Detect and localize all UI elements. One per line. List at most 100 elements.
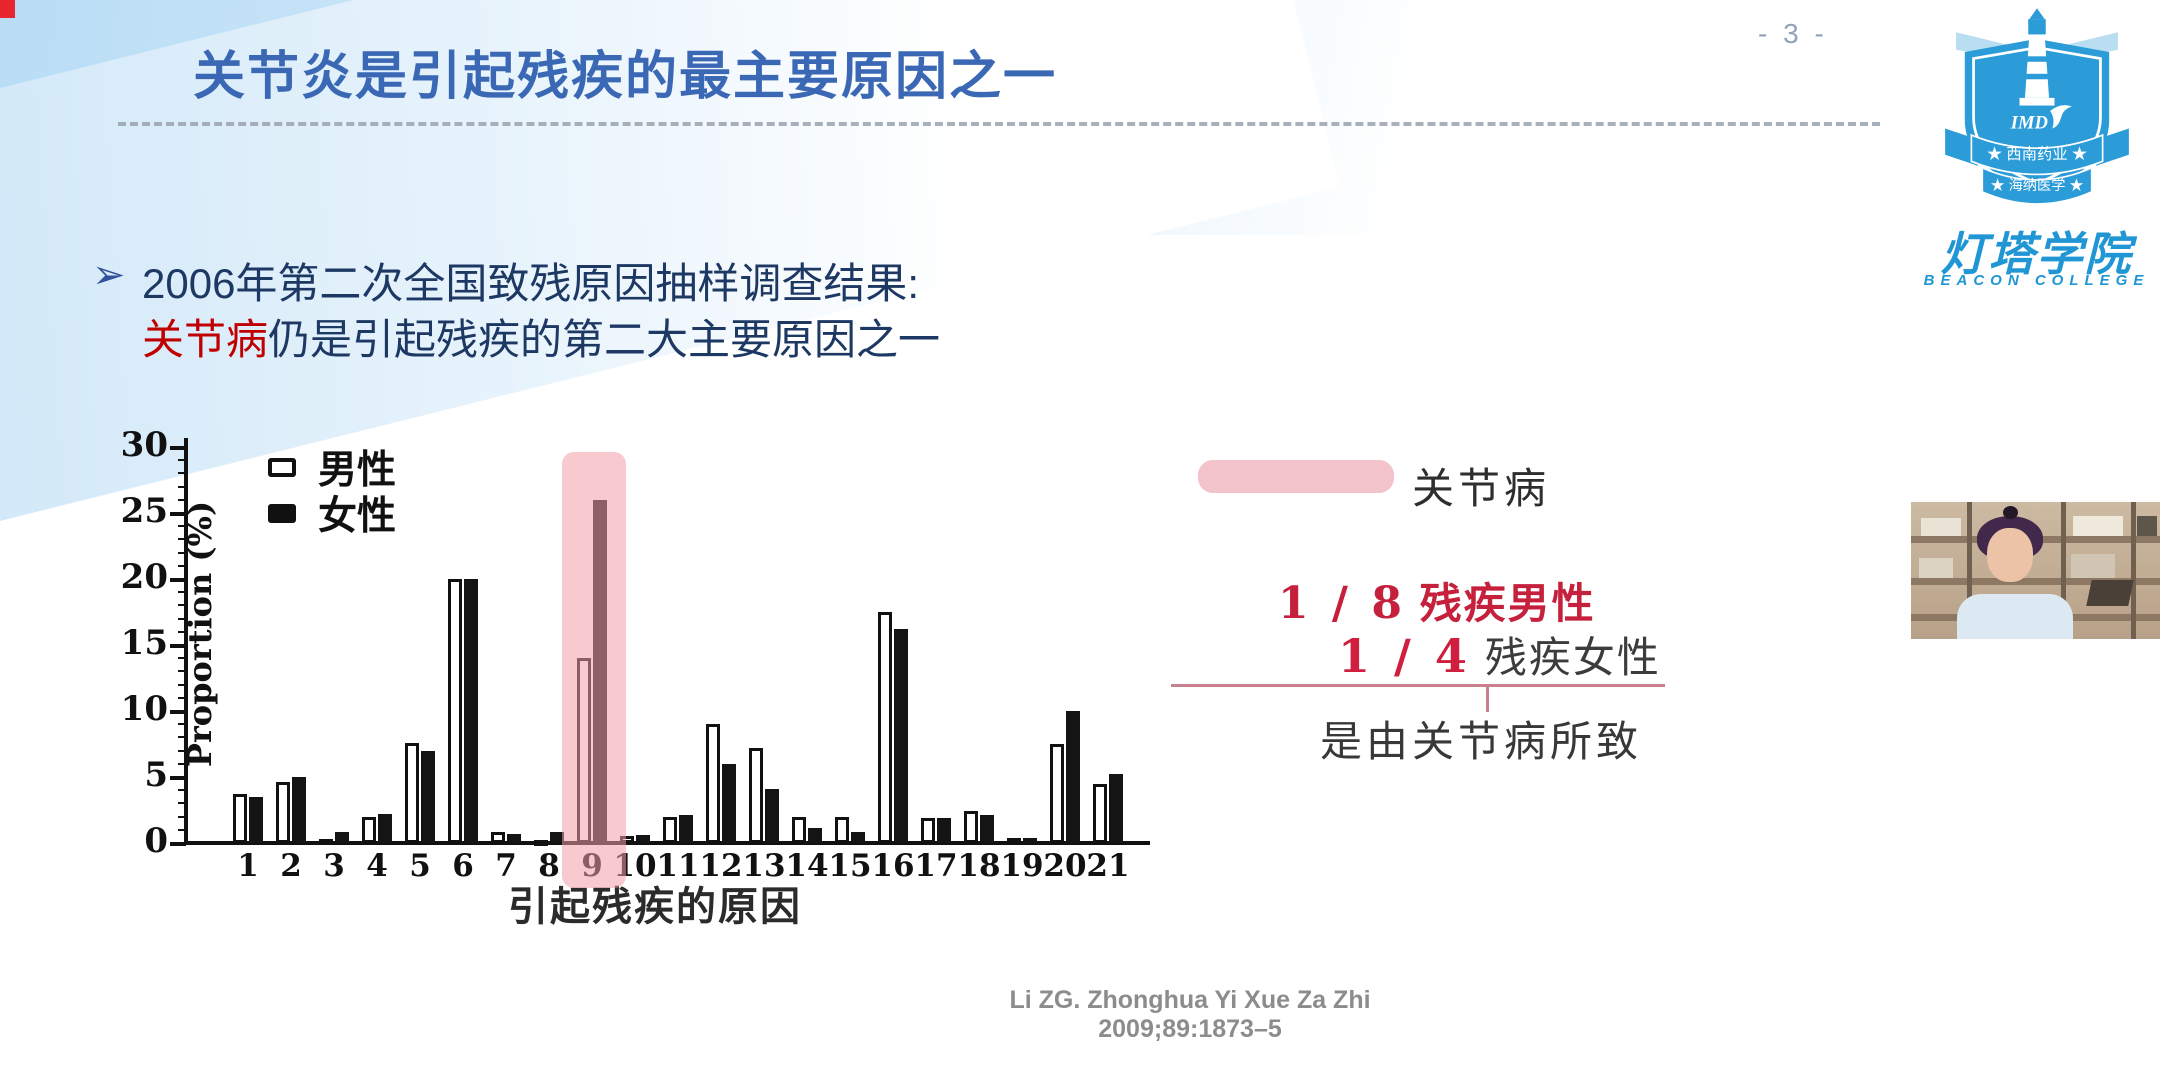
bullet-line-2-highlight: 关节病 [142, 316, 269, 363]
bookshelf-post [2061, 502, 2066, 639]
y-major-tick [170, 776, 186, 780]
y-minor-tick [178, 485, 186, 488]
bar-女性-18 [980, 815, 994, 843]
x-tick-label: 17 [914, 848, 958, 884]
legend-item-female: 女性 [268, 490, 396, 538]
y-major-tick [170, 512, 186, 516]
y-minor-tick [178, 828, 186, 831]
title-divider [118, 122, 1880, 126]
x-tick-label: 4 [366, 848, 388, 884]
chart-legend: 男性 女性 [268, 444, 396, 538]
bar-女性-10 [636, 835, 650, 843]
y-axis [184, 438, 188, 845]
ribbon2-band [1981, 166, 2093, 205]
x-tick-label: 7 [495, 848, 517, 884]
legend-label-male: 男性 [318, 449, 397, 492]
laptop [2086, 580, 2134, 606]
y-minor-tick [178, 538, 186, 541]
lighthouse-dome-icon [2029, 8, 2045, 20]
bar-女性-5 [421, 750, 435, 843]
stat-female: 1 / 4 残疾女性 [1338, 624, 1661, 685]
x-tick-label: 16 [871, 848, 915, 884]
bar-女性-17 [937, 817, 951, 843]
citation: Li ZG. Zhonghua Yi Xue Za Zhi 2009;89:18… [1009, 986, 1371, 1043]
bar-男性-6 [448, 579, 462, 843]
conclusion-text: 是由关节病所致 [1320, 718, 1643, 765]
tower-stripe-2 [2026, 73, 2048, 80]
y-major-tick [170, 842, 186, 846]
bar-男性-14 [792, 816, 806, 843]
bar-男性-15 [835, 816, 849, 843]
bookshelf-post [1967, 502, 1972, 639]
y-minor-tick [178, 670, 186, 673]
bar-女性-4 [378, 813, 392, 843]
bar-男性-19 [1007, 837, 1021, 844]
books [2071, 554, 2115, 578]
stat-female-number: 1 / 4 [1338, 629, 1471, 683]
y-minor-tick [178, 525, 186, 528]
y-major-tick [170, 644, 186, 648]
bar-男性-12 [706, 724, 720, 843]
x-axis [184, 841, 1150, 845]
bar-男性-17 [921, 817, 935, 843]
x-tick-label: 1 [237, 848, 259, 884]
bullet-line-1: 2006年第二次全国致残原因抽样调查结果: [142, 260, 920, 307]
y-minor-tick [178, 762, 186, 765]
bar-女性-2 [292, 777, 306, 843]
bar-女性-7 [507, 833, 521, 843]
stat-male: 1 / 8 残疾男性 [1278, 570, 1596, 631]
x-tick-label: 19 [1000, 848, 1044, 884]
y-major-tick [170, 710, 186, 714]
ribbon1-right-wing [2096, 128, 2129, 166]
y-minor-tick [178, 564, 186, 567]
bar-男性-5 [405, 742, 419, 843]
y-minor-tick [178, 459, 186, 462]
y-minor-tick [178, 630, 186, 633]
y-tick-label: 10 [120, 689, 168, 729]
stat-male-text: 残疾男性 [1419, 580, 1596, 627]
legend-item-male: 男性 [268, 444, 396, 492]
bookshelf-shelf [1911, 578, 2160, 585]
y-minor-tick [178, 723, 186, 726]
y-tick-label: 5 [144, 755, 168, 795]
x-tick-label: 5 [409, 848, 431, 884]
bar-男性-11 [663, 816, 677, 843]
y-minor-tick [178, 617, 186, 620]
logo-name-chinese: 灯塔学院 [1940, 228, 2133, 280]
ribbon1-band [1970, 133, 2104, 176]
y-minor-tick [178, 657, 186, 660]
bar-女性-13 [765, 788, 779, 843]
x-tick-label: 11 [656, 848, 700, 884]
presenter-face [1987, 528, 2033, 582]
bar-女性-11 [679, 815, 693, 843]
highlight-legend-swatch [1198, 460, 1394, 493]
books [2073, 516, 2123, 536]
recording-corner-mark [0, 0, 15, 18]
bar-男性-2 [276, 782, 290, 843]
x-tick-label: 20 [1043, 848, 1087, 884]
y-tick-label: 0 [144, 821, 168, 861]
y-minor-tick [178, 696, 186, 699]
x-tick-label: 18 [957, 848, 1001, 884]
tower-stripe-1 [2027, 56, 2047, 62]
male-swatch-icon [268, 457, 296, 477]
x-tick-label: 2 [280, 848, 302, 884]
y-minor-tick [178, 736, 186, 739]
bullet-line-2-rest: 仍是引起残疾的第二大主要原因之一 [268, 316, 941, 363]
bracket-line [1171, 684, 1665, 687]
presenter-hair-bun [2003, 506, 2018, 519]
y-tick-label: 25 [120, 491, 168, 531]
highlighted-category-band [562, 452, 626, 888]
webcam-video [1911, 502, 2160, 639]
tower-base [2019, 97, 2055, 106]
x-tick-label: 13 [742, 848, 786, 884]
y-major-tick [170, 578, 186, 582]
ribbon2-text: ★ 海纳医学 ★ [1990, 177, 2083, 194]
page-title: 关节炎是引起残疾的最主要原因之一 [193, 48, 1058, 106]
bar-男性-18 [964, 811, 978, 843]
bar-女性-3 [335, 832, 349, 843]
bar-女性-6 [464, 579, 478, 843]
bar-女性-1 [249, 796, 263, 843]
lighthouse-lamp-icon [2028, 19, 2046, 35]
bar-男性-16 [878, 612, 892, 843]
